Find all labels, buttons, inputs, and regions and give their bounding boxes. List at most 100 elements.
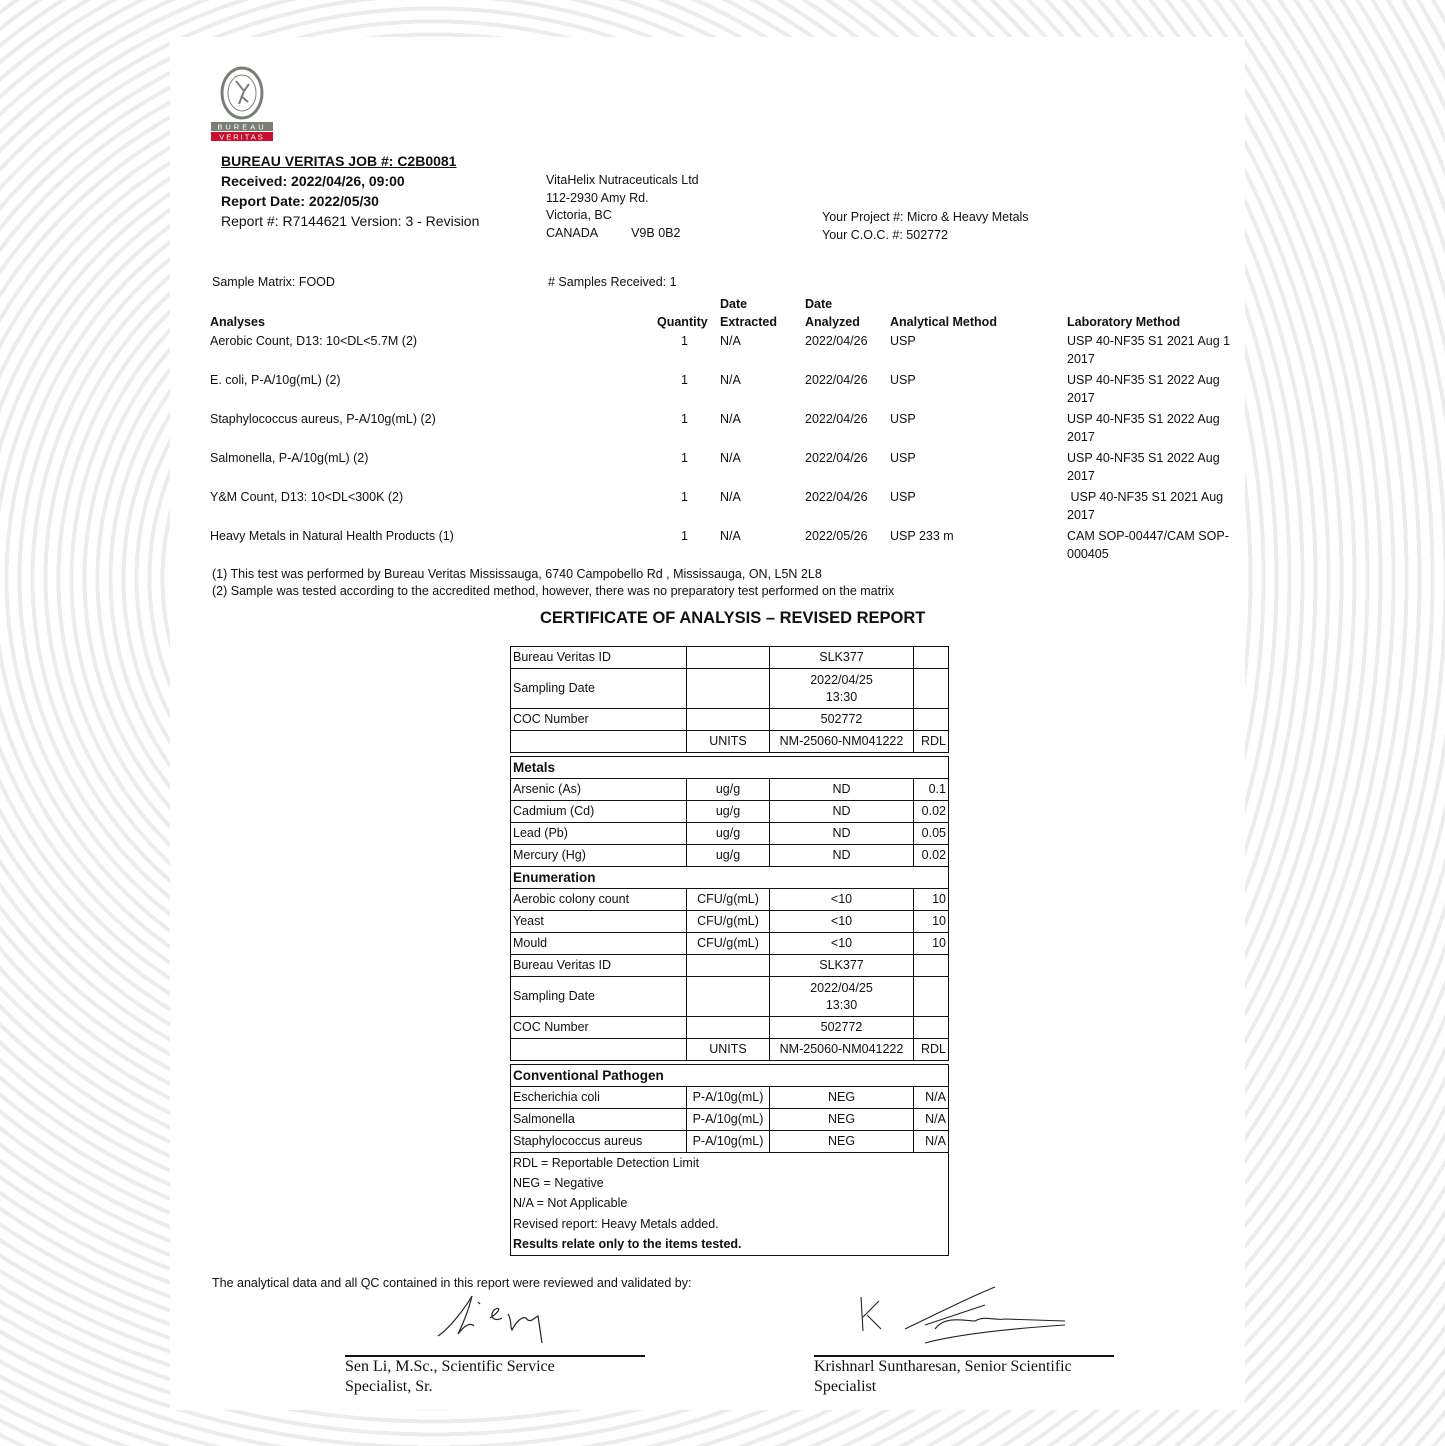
lab-method-line: 2017 [1067, 390, 1095, 405]
received-date: Received: 2022/04/26, 09:00 [221, 173, 405, 189]
col-analyses: Analyses [210, 315, 265, 329]
footnote-2: (2) Sample was tested according to the a… [212, 584, 895, 598]
signer-2-title: Specialist [814, 1378, 877, 1395]
row-label: Mercury (Hg) [510, 844, 687, 867]
value-cell: 2022/04/25 13:30 [769, 668, 914, 709]
value-cell: NEG [769, 1108, 914, 1131]
analysis-qty: 1 [681, 334, 688, 348]
table-row: Metals [510, 756, 949, 779]
analysis-method: USP [890, 412, 916, 426]
rdl-cell: 0.05 [913, 822, 949, 845]
units-cell [686, 708, 770, 731]
units-cell: CFU/g(mL) [686, 910, 770, 933]
analysis-name: Staphylococcus aureus, P-A/10g(mL) (2) [210, 412, 436, 426]
signer-1: Sen Li, M.Sc., Scientific Service Special… [345, 1357, 555, 1397]
table-row: UNITS NM-25060-NM041222 RDL [510, 730, 949, 753]
report-date: Report Date: 2022/05/30 [221, 193, 379, 209]
analysis-method: USP [890, 334, 916, 348]
signature-krishnarl [860, 1286, 1066, 1344]
analysis-analyzed: 2022/04/26 [805, 373, 868, 387]
row-label: Sampling Date [510, 668, 687, 709]
rdl-cell [913, 708, 949, 731]
row-label: Mould [510, 932, 687, 955]
lab-method-line: CAM SOP-00447/CAM SOP- [1067, 529, 1229, 543]
coc-number: Your C.O.C. #: 502772 [822, 227, 949, 242]
analysis-name: Heavy Metals in Natural Health Products … [210, 529, 454, 543]
analysis-method: USP [890, 451, 916, 465]
table-row: Bureau Veritas ID SLK377 [510, 646, 949, 669]
project-info: Your Project #: Micro & Heavy Metals You… [822, 209, 1029, 244]
lab-method-line: USP 40-NF35 S1 2022 Aug [1067, 412, 1220, 426]
value-cell: SLK377 [769, 646, 914, 669]
analysis-method: USP 233 m [890, 529, 954, 543]
table-row: COC Number 502772 [510, 708, 949, 731]
section-header: Metals [510, 756, 949, 779]
samples-received: # Samples Received: 1 [548, 275, 677, 289]
rdl-cell: 0.02 [913, 800, 949, 823]
analysis-qty: 1 [681, 373, 688, 387]
value-cell: 2022/04/25 13:30 [769, 976, 914, 1017]
client-street: 112-2930 Amy Rd. [546, 190, 649, 205]
units-cell: P-A/10g(mL) [686, 1108, 770, 1131]
analysis-qty: 1 [681, 412, 688, 426]
table-row: Staphylococcus aureus P-A/10g(mL) NEG N/A [510, 1130, 949, 1153]
rdl-cell [913, 1016, 949, 1039]
col-lab-method: Laboratory Method [1067, 315, 1181, 329]
rdl-cell: RDL [913, 730, 949, 753]
analysis-extracted: N/A [720, 412, 741, 426]
legend-note: NEG = Negative [510, 1173, 949, 1194]
analysis-name: Salmonella, P-A/10g(mL) (2) [210, 451, 369, 465]
value-cell: ND [769, 844, 914, 867]
certificate-title: CERTIFICATE OF ANALYSIS – REVISED REPORT [540, 609, 926, 627]
analysis-method: USP [890, 490, 916, 504]
lab-method-line: 000405 [1067, 546, 1109, 561]
footnote-1: (1) This test was performed by Bureau Ve… [212, 567, 822, 581]
analysis-analyzed: 2022/04/26 [805, 412, 868, 426]
table-row: COC Number 502772 [510, 1016, 949, 1039]
col-quantity: Quantity [657, 315, 708, 329]
value-line: 13:30 [825, 997, 858, 1012]
table-row: Enumeration [510, 866, 949, 889]
analysis-lab-method: USP 40-NF35 S1 2022 Aug 2017 [1067, 372, 1220, 407]
units-cell: ug/g [686, 822, 770, 845]
lab-method-line: 2017 [1067, 429, 1095, 444]
units-cell: P-A/10g(mL) [686, 1086, 770, 1109]
analysis-lab-method: USP 40-NF35 S1 2021 Aug 2017 [1067, 489, 1223, 524]
certificate-table: Bureau Veritas ID SLK377 Sampling Date 2022… [510, 646, 949, 1256]
analysis-lab-method: USP 40-NF35 S1 2021 Aug 1 2017 [1067, 333, 1230, 368]
analysis-lab-method: USP 40-NF35 S1 2022 Aug 2017 [1067, 411, 1220, 446]
rdl-cell: 0.1 [913, 778, 949, 801]
analysis-qty: 1 [681, 451, 688, 465]
units-cell: UNITS [686, 730, 770, 753]
row-label: Yeast [510, 910, 687, 933]
col-date-analyzed: Date Analyzed [805, 296, 860, 331]
row-label [510, 730, 687, 753]
units-cell: ug/g [686, 800, 770, 823]
units-cell: ug/g [686, 778, 770, 801]
signature-line-2 [814, 1355, 1114, 1357]
signer-1-title: Specialist, Sr. [345, 1378, 433, 1395]
signature-sen-li [437, 1295, 543, 1344]
row-label: Cadmium (Cd) [510, 800, 687, 823]
analysis-extracted: N/A [720, 529, 741, 543]
rdl-cell: 10 [913, 932, 949, 955]
lab-method-line: USP 40-NF35 S1 2021 Aug 1 [1067, 334, 1231, 348]
table-row: Mould CFU/g(mL) <10 10 [510, 932, 949, 955]
analysis-analyzed: 2022/05/26 [805, 529, 868, 543]
value-cell: 502772 [769, 1016, 914, 1039]
rdl-cell [913, 976, 949, 1017]
analysis-extracted: N/A [720, 334, 741, 348]
table-row: Sampling Date 2022/04/25 13:30 [510, 976, 949, 1017]
lab-method-line: USP 40-NF35 S1 2021 Aug [1067, 490, 1224, 504]
legend-note: Revised report: Heavy Metals added. [510, 1214, 949, 1235]
col-analytical-method: Analytical Method [890, 315, 997, 329]
analysis-analyzed: 2022/04/26 [805, 334, 868, 348]
units-cell: CFU/g(mL) [686, 888, 770, 911]
row-label: Staphylococcus aureus [510, 1130, 687, 1153]
signature-line-1 [345, 1355, 645, 1357]
value-cell: NM-25060-NM041222 [769, 1038, 914, 1061]
client-address: VitaHelix Nutraceuticals Ltd 112-2930 Am… [546, 172, 699, 242]
row-label: Bureau Veritas ID [510, 646, 687, 669]
client-postal: V9B 0B2 [631, 225, 681, 240]
lab-method-line: USP 40-NF35 S1 2022 Aug [1067, 451, 1220, 465]
